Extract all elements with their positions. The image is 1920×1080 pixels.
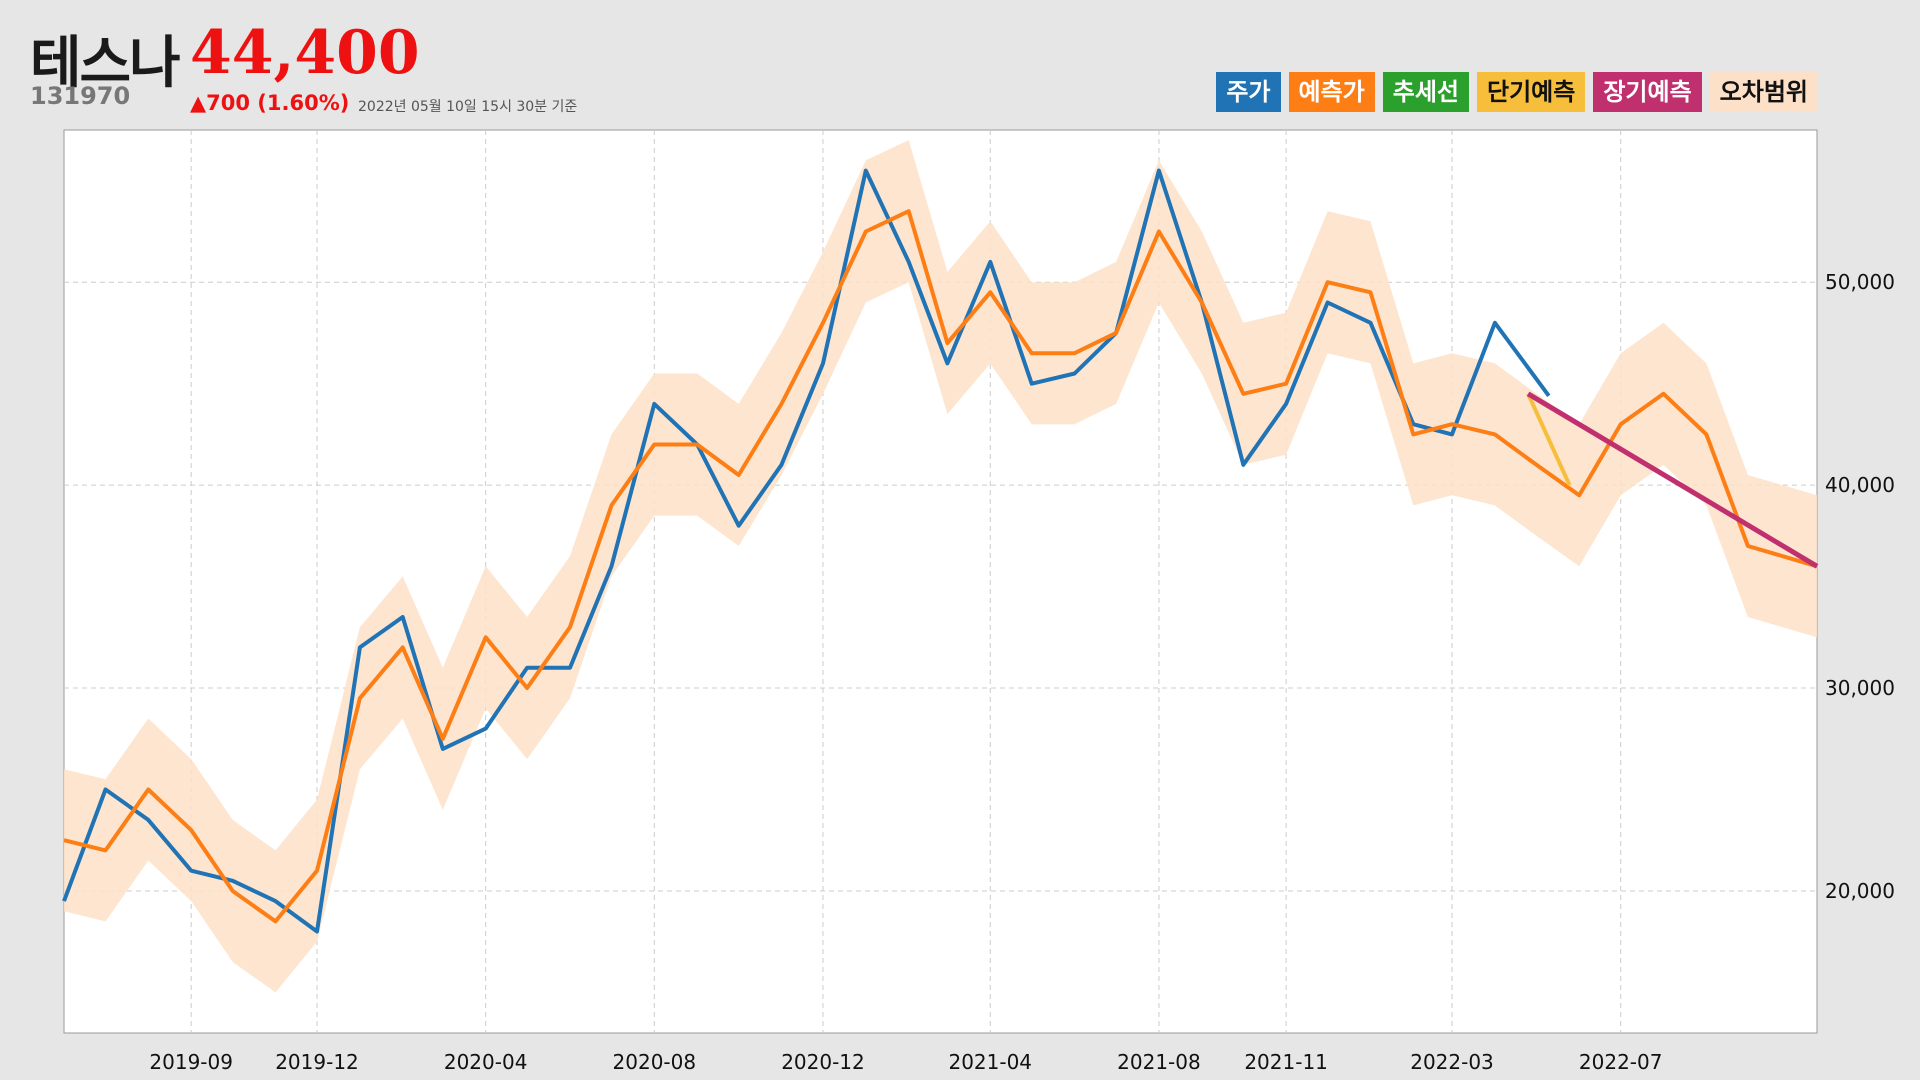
stock-name: 테스나 xyxy=(30,31,181,96)
stock-code: 131970 xyxy=(30,82,131,110)
x-tick-label: 2021-04 xyxy=(948,1050,1032,1074)
legend-item-prediction[interactable]: 예측가 xyxy=(1288,72,1375,112)
long-term-forecast-line xyxy=(1526,391,1819,569)
x-tick-label: 2021-08 xyxy=(1117,1050,1201,1074)
prediction-line xyxy=(63,209,1818,924)
legend-item-short-term[interactable]: 단기예측 xyxy=(1477,72,1586,112)
x-tick-label: 2022-07 xyxy=(1579,1050,1663,1074)
chart-header: 테스나 44,400 131970 ▲700 (1.60%) 2022년 05월… xyxy=(0,0,1920,125)
legend-item-price[interactable]: 주가 xyxy=(1216,72,1281,112)
error-band xyxy=(64,140,1817,993)
price-line xyxy=(62,168,1551,934)
y-tick-label: 20,000 xyxy=(1825,879,1895,903)
y-tick-label: 40,000 xyxy=(1825,473,1895,497)
stock-price: 44,400 xyxy=(190,18,420,88)
x-tick-label: 2020-08 xyxy=(613,1050,697,1074)
x-tick-label: 2021-11 xyxy=(1244,1050,1328,1074)
x-tick-label: 2022-03 xyxy=(1410,1050,1494,1074)
short-term-forecast-line xyxy=(1526,392,1572,486)
x-tick-label: 2020-04 xyxy=(444,1050,528,1074)
legend-item-trend[interactable]: 추세선 xyxy=(1382,72,1470,112)
x-tick-label: 2020-12 xyxy=(781,1050,865,1074)
y-tick-label: 50,000 xyxy=(1825,270,1895,294)
x-tick-label: 2019-09 xyxy=(149,1050,233,1074)
timestamp: 2022년 05월 10일 15시 30분 기준 xyxy=(358,99,578,115)
legend-item-long-term[interactable]: 장기예측 xyxy=(1593,72,1702,112)
x-tick-label: 2019-12 xyxy=(275,1050,359,1074)
chart-legend: 주가 예측가 추세선 단기예측 장기예측 오차범위 xyxy=(1216,72,1818,112)
price-change: ▲700 (1.60%) xyxy=(190,91,350,115)
legend-item-error-range[interactable]: 오차범위 xyxy=(1709,72,1818,112)
y-tick-label: 30,000 xyxy=(1825,676,1895,700)
